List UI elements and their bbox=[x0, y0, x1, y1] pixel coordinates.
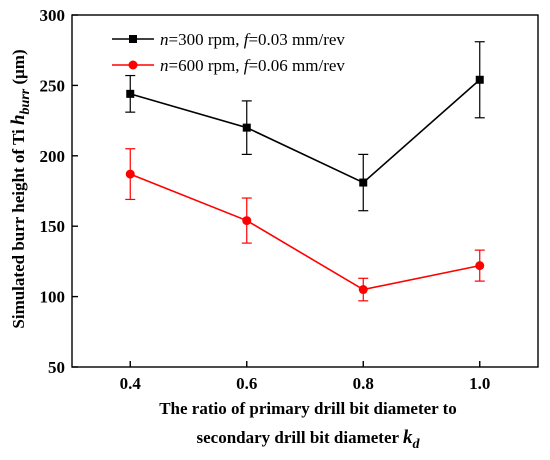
x-axis-title-text: secondary drill bit diameter bbox=[197, 428, 404, 447]
series-2 bbox=[125, 148, 485, 302]
y-tick-label-250: 250 bbox=[40, 76, 66, 95]
series-1-point bbox=[242, 123, 251, 132]
x-axis-title-line1: The ratio of primary drill bit diameter … bbox=[159, 399, 457, 418]
y-tick-label-150: 150 bbox=[40, 217, 66, 236]
y-axis-title: Simulated burr height of Ti hburr (μm) bbox=[8, 49, 33, 328]
x-tick-label-0.4: 0.4 bbox=[120, 374, 142, 393]
y-tick-label-200: 200 bbox=[40, 147, 66, 166]
x-axis-symbol: k bbox=[403, 427, 413, 448]
y-axis-unit: (μm) bbox=[9, 49, 28, 88]
series-2-point bbox=[475, 261, 485, 271]
y-axis-title-text: Simulated burr height of Ti bbox=[9, 125, 28, 329]
series-2-point bbox=[242, 216, 252, 226]
series-2-point bbox=[125, 169, 135, 179]
plot-frame bbox=[71, 14, 539, 368]
x-axis-title-line2: secondary drill bit diameter kd bbox=[197, 427, 421, 452]
series-1-point bbox=[359, 178, 368, 187]
y-axis-symbol-subscript: burr bbox=[18, 88, 33, 114]
series-1-line bbox=[130, 79, 481, 184]
legend-1-label: n=300 rpm, f=0.03 mm/rev bbox=[160, 30, 345, 49]
legend-2-marker bbox=[128, 60, 138, 70]
x-tick-label-0.6: 0.6 bbox=[236, 374, 257, 393]
series-1-point bbox=[126, 89, 135, 98]
y-tick-label-50: 50 bbox=[48, 358, 65, 377]
x-tick-label-1.0: 1.0 bbox=[469, 374, 490, 393]
x-axis-symbol-subscript: d bbox=[413, 437, 421, 452]
legend-2-label: n=600 rpm, f=0.06 mm/rev bbox=[160, 56, 345, 75]
x-tick-label-0.8: 0.8 bbox=[353, 374, 374, 393]
series-2-point bbox=[358, 285, 368, 295]
y-axis-symbol: h bbox=[8, 114, 29, 125]
series-1 bbox=[125, 41, 485, 212]
series-1-point bbox=[475, 75, 484, 84]
y-tick-label-100: 100 bbox=[40, 288, 66, 307]
series-2-line bbox=[129, 173, 480, 291]
legend-1-marker bbox=[129, 35, 137, 43]
y-tick-label-300: 300 bbox=[40, 6, 66, 25]
